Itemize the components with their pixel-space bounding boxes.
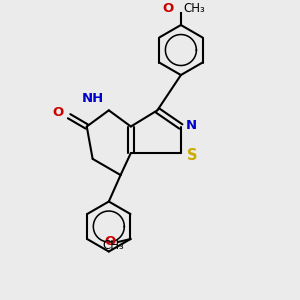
Text: O: O [52, 106, 64, 119]
Text: O: O [104, 236, 116, 248]
Text: S: S [188, 148, 198, 163]
Text: O: O [162, 2, 173, 15]
Text: CH₃: CH₃ [102, 239, 124, 252]
Text: NH: NH [82, 92, 104, 105]
Text: N: N [186, 118, 197, 131]
Text: CH₃: CH₃ [184, 2, 206, 15]
